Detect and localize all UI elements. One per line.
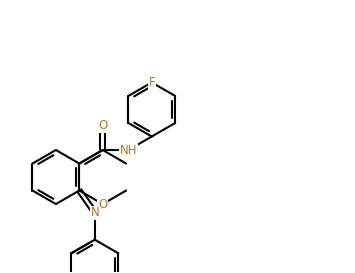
Text: N: N xyxy=(91,206,99,219)
Text: NH: NH xyxy=(120,144,137,156)
Text: O: O xyxy=(98,119,107,132)
Text: O: O xyxy=(98,198,107,210)
Text: F: F xyxy=(148,76,155,89)
